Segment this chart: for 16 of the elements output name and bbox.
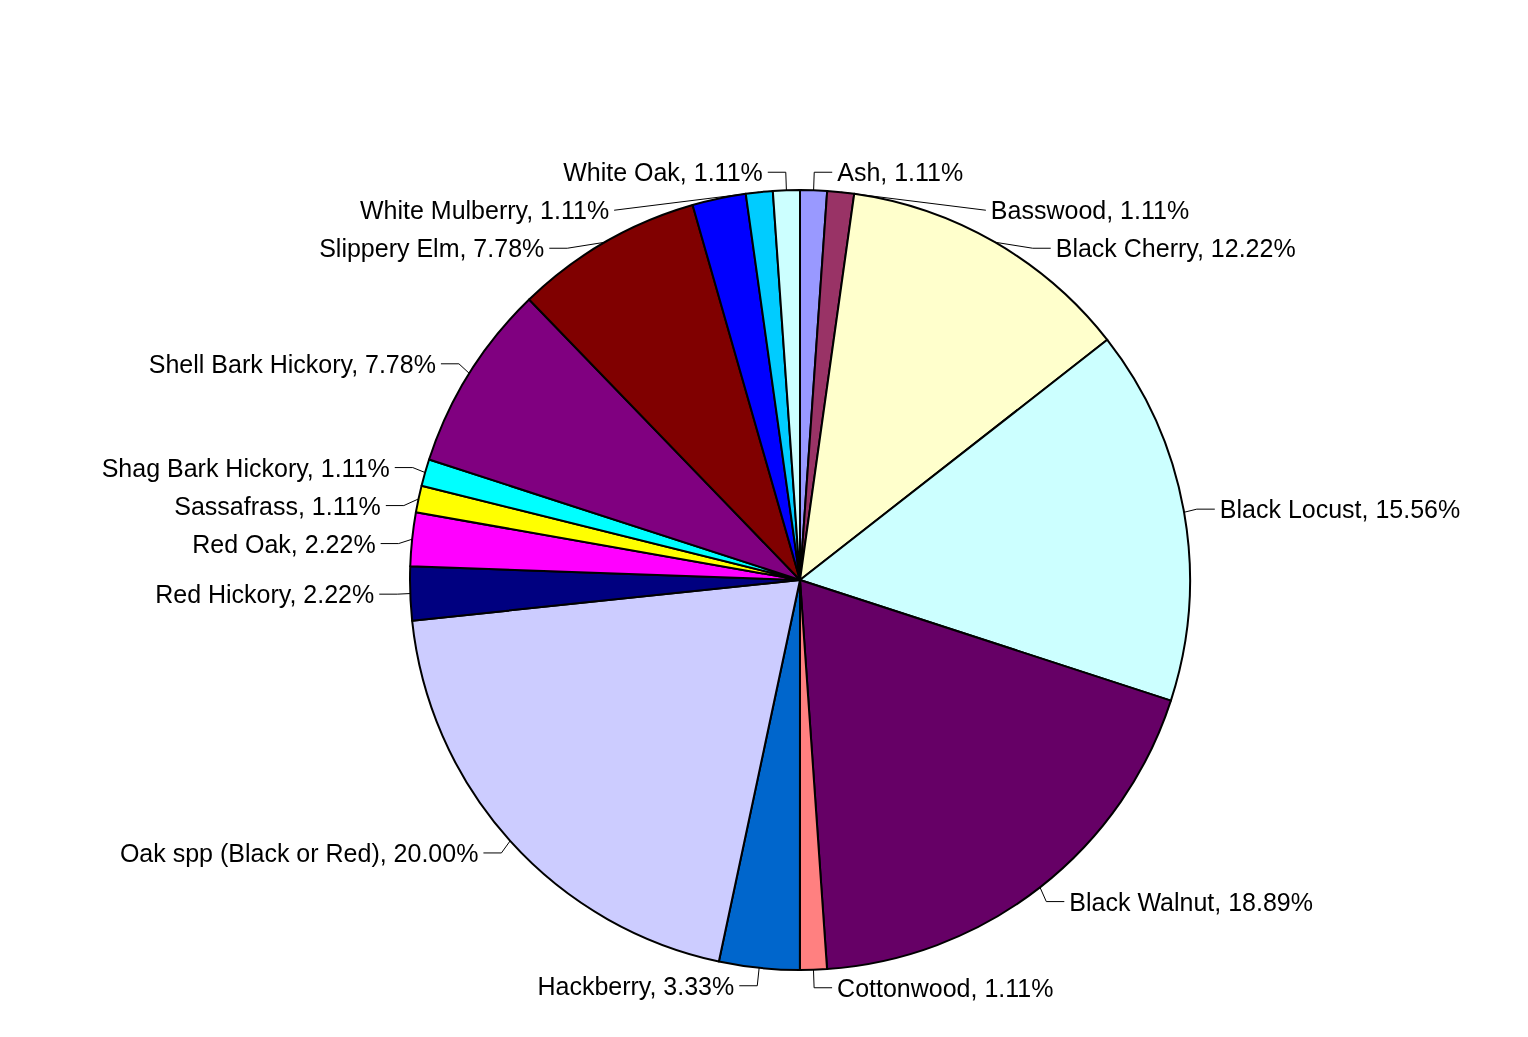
slice-label: Black Walnut, 18.89% — [1069, 887, 1313, 916]
slice-label: Red Hickory, 2.22% — [155, 580, 375, 609]
slice-label: White Mulberry, 1.11% — [359, 196, 610, 225]
slice-label: Cottonwood, 1.11% — [837, 973, 1054, 1002]
slice-label: Slippery Elm, 7.78% — [319, 234, 545, 263]
slice-label: Black Locust, 15.56% — [1219, 495, 1461, 524]
slice-label: Ash, 1.11% — [837, 158, 964, 187]
slice-label: Red Oak, 2.22% — [192, 529, 376, 558]
slice-label: Shell Bark Hickory, 7.78% — [148, 349, 436, 378]
slice-label: Sassafrass, 1.11% — [174, 491, 381, 520]
slice-label: White Oak, 1.11% — [563, 158, 763, 187]
slice-label: Shag Bark Hickory, 1.11% — [101, 453, 390, 482]
slice-label: Oak spp (Black or Red), 20.00% — [119, 838, 479, 867]
slice-label: Black Cherry, 12.22% — [1055, 234, 1296, 263]
slice-label: Basswood, 1.11% — [990, 196, 1190, 225]
slice-label: Hackberry, 3.33% — [537, 971, 735, 1000]
